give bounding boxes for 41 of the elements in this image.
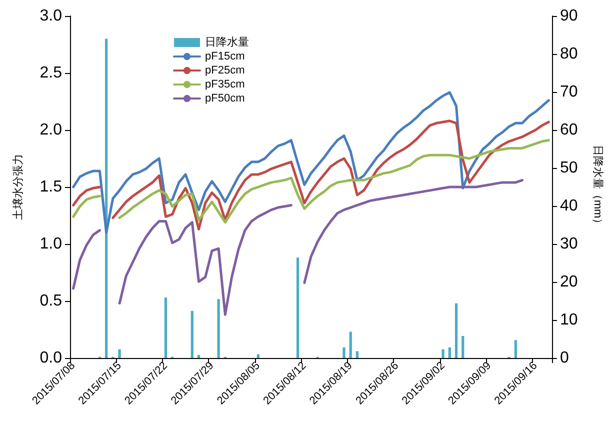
y-tick-label: 1.0 bbox=[40, 236, 62, 252]
bar bbox=[342, 347, 346, 358]
bar bbox=[118, 349, 121, 358]
y-tick-label: 0.0 bbox=[40, 350, 62, 366]
bar bbox=[448, 347, 451, 358]
y2-tick-label: 30 bbox=[560, 236, 578, 252]
bar bbox=[197, 354, 200, 358]
legend-label: 日降水量 bbox=[205, 36, 249, 48]
y2-tick-label: 50 bbox=[560, 160, 578, 176]
legend-label: pF15cm bbox=[205, 50, 245, 62]
y2-tick-label: 70 bbox=[560, 84, 578, 100]
bar bbox=[349, 332, 352, 358]
y-tick-label: 2.0 bbox=[40, 122, 62, 138]
y2-tick-label: 0 bbox=[560, 350, 569, 366]
y-tick-label: 3.0 bbox=[40, 8, 62, 24]
bar bbox=[217, 299, 220, 358]
legend-label: pF25cm bbox=[205, 64, 245, 76]
y2-tick-label: 20 bbox=[560, 274, 578, 290]
bar bbox=[190, 310, 194, 358]
bar bbox=[164, 298, 168, 358]
y2-tick-label: 80 bbox=[560, 46, 578, 62]
bar bbox=[104, 38, 108, 358]
bar bbox=[256, 354, 260, 358]
line-series bbox=[72, 91, 550, 234]
y2-tick-label: 90 bbox=[560, 8, 578, 24]
y-tick-label: 2.5 bbox=[40, 64, 62, 82]
y2-tick-label: 40 bbox=[560, 198, 578, 214]
y-axis-title: 土壌水分張力 bbox=[12, 154, 24, 220]
bar bbox=[514, 340, 518, 358]
bar bbox=[454, 303, 458, 358]
bar bbox=[296, 258, 300, 358]
bar bbox=[462, 336, 464, 358]
bar bbox=[442, 349, 444, 358]
legend-label: pF50cm bbox=[205, 92, 245, 104]
y2-tick-label: 10 bbox=[560, 312, 578, 328]
y2-tick-label: 60 bbox=[560, 122, 578, 138]
y-tick-label: 0.5 bbox=[40, 292, 62, 310]
bar bbox=[356, 351, 359, 358]
y2-axis-title: 日降水量（mm） bbox=[592, 144, 604, 230]
y-tick-label: 1.5 bbox=[40, 178, 62, 196]
legend-label: pF35cm bbox=[205, 78, 245, 90]
